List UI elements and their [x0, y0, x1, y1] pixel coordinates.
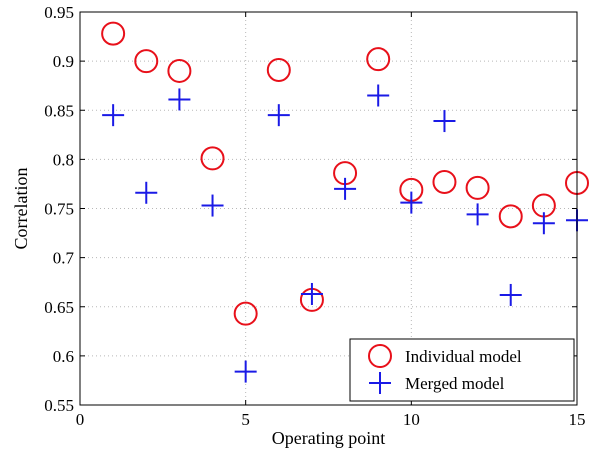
data-point-circle	[233, 301, 258, 326]
y-axis-ticks: 0.55 0.6 0.65 0.7 0.75 0.8 0.85 0.9 0.95	[44, 3, 577, 415]
data-point-circle	[266, 57, 291, 82]
legend-circle-icon	[368, 344, 392, 368]
y-tick-label: 0.8	[53, 150, 74, 169]
data-series	[101, 21, 589, 383]
y-tick-label: 0.65	[44, 298, 74, 317]
data-point-plus	[168, 88, 191, 111]
data-point-circle	[498, 204, 523, 229]
y-tick-label: 0.7	[53, 249, 75, 268]
y-tick-label: 0.9	[53, 52, 74, 71]
legend-label: Individual model	[405, 347, 522, 366]
data-point-circle	[432, 169, 457, 194]
y-tick-label: 0.95	[44, 3, 74, 22]
x-axis-label: Operating point	[272, 428, 385, 448]
data-point-plus	[400, 191, 423, 214]
legend-box	[349, 338, 575, 402]
y-tick-label: 0.55	[44, 396, 74, 415]
data-point-plus	[466, 203, 489, 226]
legend-plus-icon	[369, 372, 391, 394]
data-point-circle	[134, 49, 159, 74]
data-point-plus	[300, 282, 323, 305]
data-point-circle	[167, 58, 192, 83]
data-point-plus	[135, 181, 158, 204]
x-tick-label: 0	[76, 410, 85, 429]
data-point-plus	[367, 84, 390, 107]
data-point-circle	[101, 21, 126, 46]
data-point-plus	[499, 283, 522, 306]
x-tick-label: 15	[569, 410, 586, 429]
x-axis-ticks: 0 5 10 15	[76, 12, 586, 429]
data-point-plus	[334, 177, 357, 200]
x-tick-label: 5	[241, 410, 250, 429]
legend: Individual model Merged model	[349, 338, 575, 402]
data-point-circle	[200, 146, 225, 171]
data-point-plus	[201, 194, 224, 217]
legend-label: Merged model	[405, 374, 505, 393]
data-point-plus	[267, 104, 290, 127]
data-point-plus	[532, 212, 555, 235]
y-tick-label: 0.6	[53, 347, 74, 366]
y-tick-label: 0.85	[44, 101, 74, 120]
y-tick-label: 0.75	[44, 200, 74, 219]
data-point-circle	[465, 175, 490, 200]
data-point-plus	[433, 110, 456, 133]
y-axis-label: Correlation	[11, 168, 31, 250]
data-point-plus	[102, 104, 125, 127]
x-tick-label: 10	[403, 410, 420, 429]
plot-area-frame	[79, 11, 578, 406]
data-point-plus	[234, 360, 257, 383]
data-point-circle	[366, 47, 391, 72]
